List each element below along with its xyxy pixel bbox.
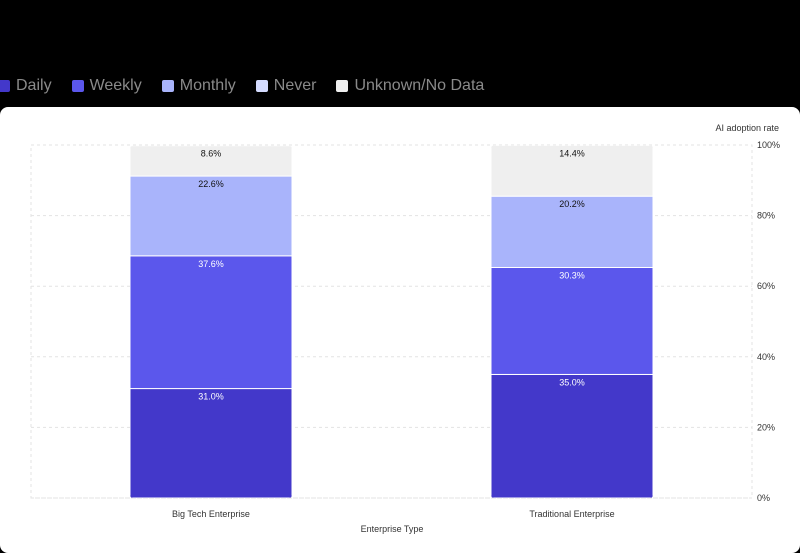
bars: 31.0% 37.6% 22.6% 8.6% 35.0% 30.3% 20.2% 14.4% [130,145,653,499]
chart-panel: 31.0% 37.6% 22.6% 8.6% 35.0% 30.3% 20.2% 14.4% … [0,107,800,553]
y-tick-label: 0% [757,493,770,503]
legend-item-monthly[interactable]: Monthly [161,77,236,95]
data-label: 20.2% [559,199,585,209]
x-ticks: Big Tech Enterprise Traditional Enterpris… [172,509,615,519]
x-axis-label: Enterprise Type [361,524,424,534]
data-label: 22.6% [198,179,224,189]
legend-item-never[interactable]: Never [255,77,317,95]
legend-label: Monthly [179,77,236,94]
legend-swatch [336,80,349,92]
legend-item-unknown-no-data[interactable]: Unknown/No Data [336,77,484,95]
y-tick-label: 40% [757,352,775,362]
y-tick-label: 60% [757,281,775,291]
data-label: 35.0% [559,377,585,387]
y-ticks: 0% 20% 40% 60% 80% 100% [757,140,780,503]
bar-stack-traditional-enterprise [491,145,653,499]
bar-segment-weekly[interactable] [491,266,653,375]
bar-segment-weekly[interactable] [130,255,292,390]
data-label: 8.6% [201,149,222,159]
legend-label: Weekly [89,77,142,94]
data-label: 14.4% [559,148,585,158]
legend-swatch [255,80,268,92]
data-label: 30.3% [559,270,585,280]
y-tick-label: 100% [757,140,780,150]
stacked-bar-chart: 31.0%37.6%22.6%8.6%35.0%30.3%20.2%14.4% … [30,123,780,534]
legend-item-weekly[interactable]: Weekly [71,77,142,95]
bar-segment-unknown-no-data[interactable] [491,145,653,197]
y-tick-label: 20% [757,422,775,432]
legend-swatch [161,80,174,92]
legend-swatch [71,80,84,92]
legend-swatch [0,80,10,92]
bar-segment-unknown-no-data[interactable] [130,145,292,177]
bar-segment-daily[interactable] [491,373,653,499]
bar-segment-daily[interactable] [130,388,292,499]
legend-label: Daily [16,77,52,94]
bar-segment-monthly[interactable] [130,175,292,257]
x-tick-label: Traditional Enterprise [529,509,614,519]
legend-label: Never [273,77,317,94]
bar-stack-big-tech-enterprise [130,145,292,499]
y-tick-label: 80% [757,211,775,221]
x-tick-label: Big Tech Enterprise [172,509,250,519]
legend-label: Unknown/No Data [354,77,485,94]
data-label: 31.0% [198,392,224,402]
y-axis-label: AI adoption rate [715,123,779,133]
legend: Daily Weekly Monthly Never Unknown/No Data [0,76,504,96]
legend-item-daily[interactable]: Daily [0,77,52,95]
bar-segment-monthly[interactable] [491,195,653,268]
data-label: 37.6% [198,259,224,269]
